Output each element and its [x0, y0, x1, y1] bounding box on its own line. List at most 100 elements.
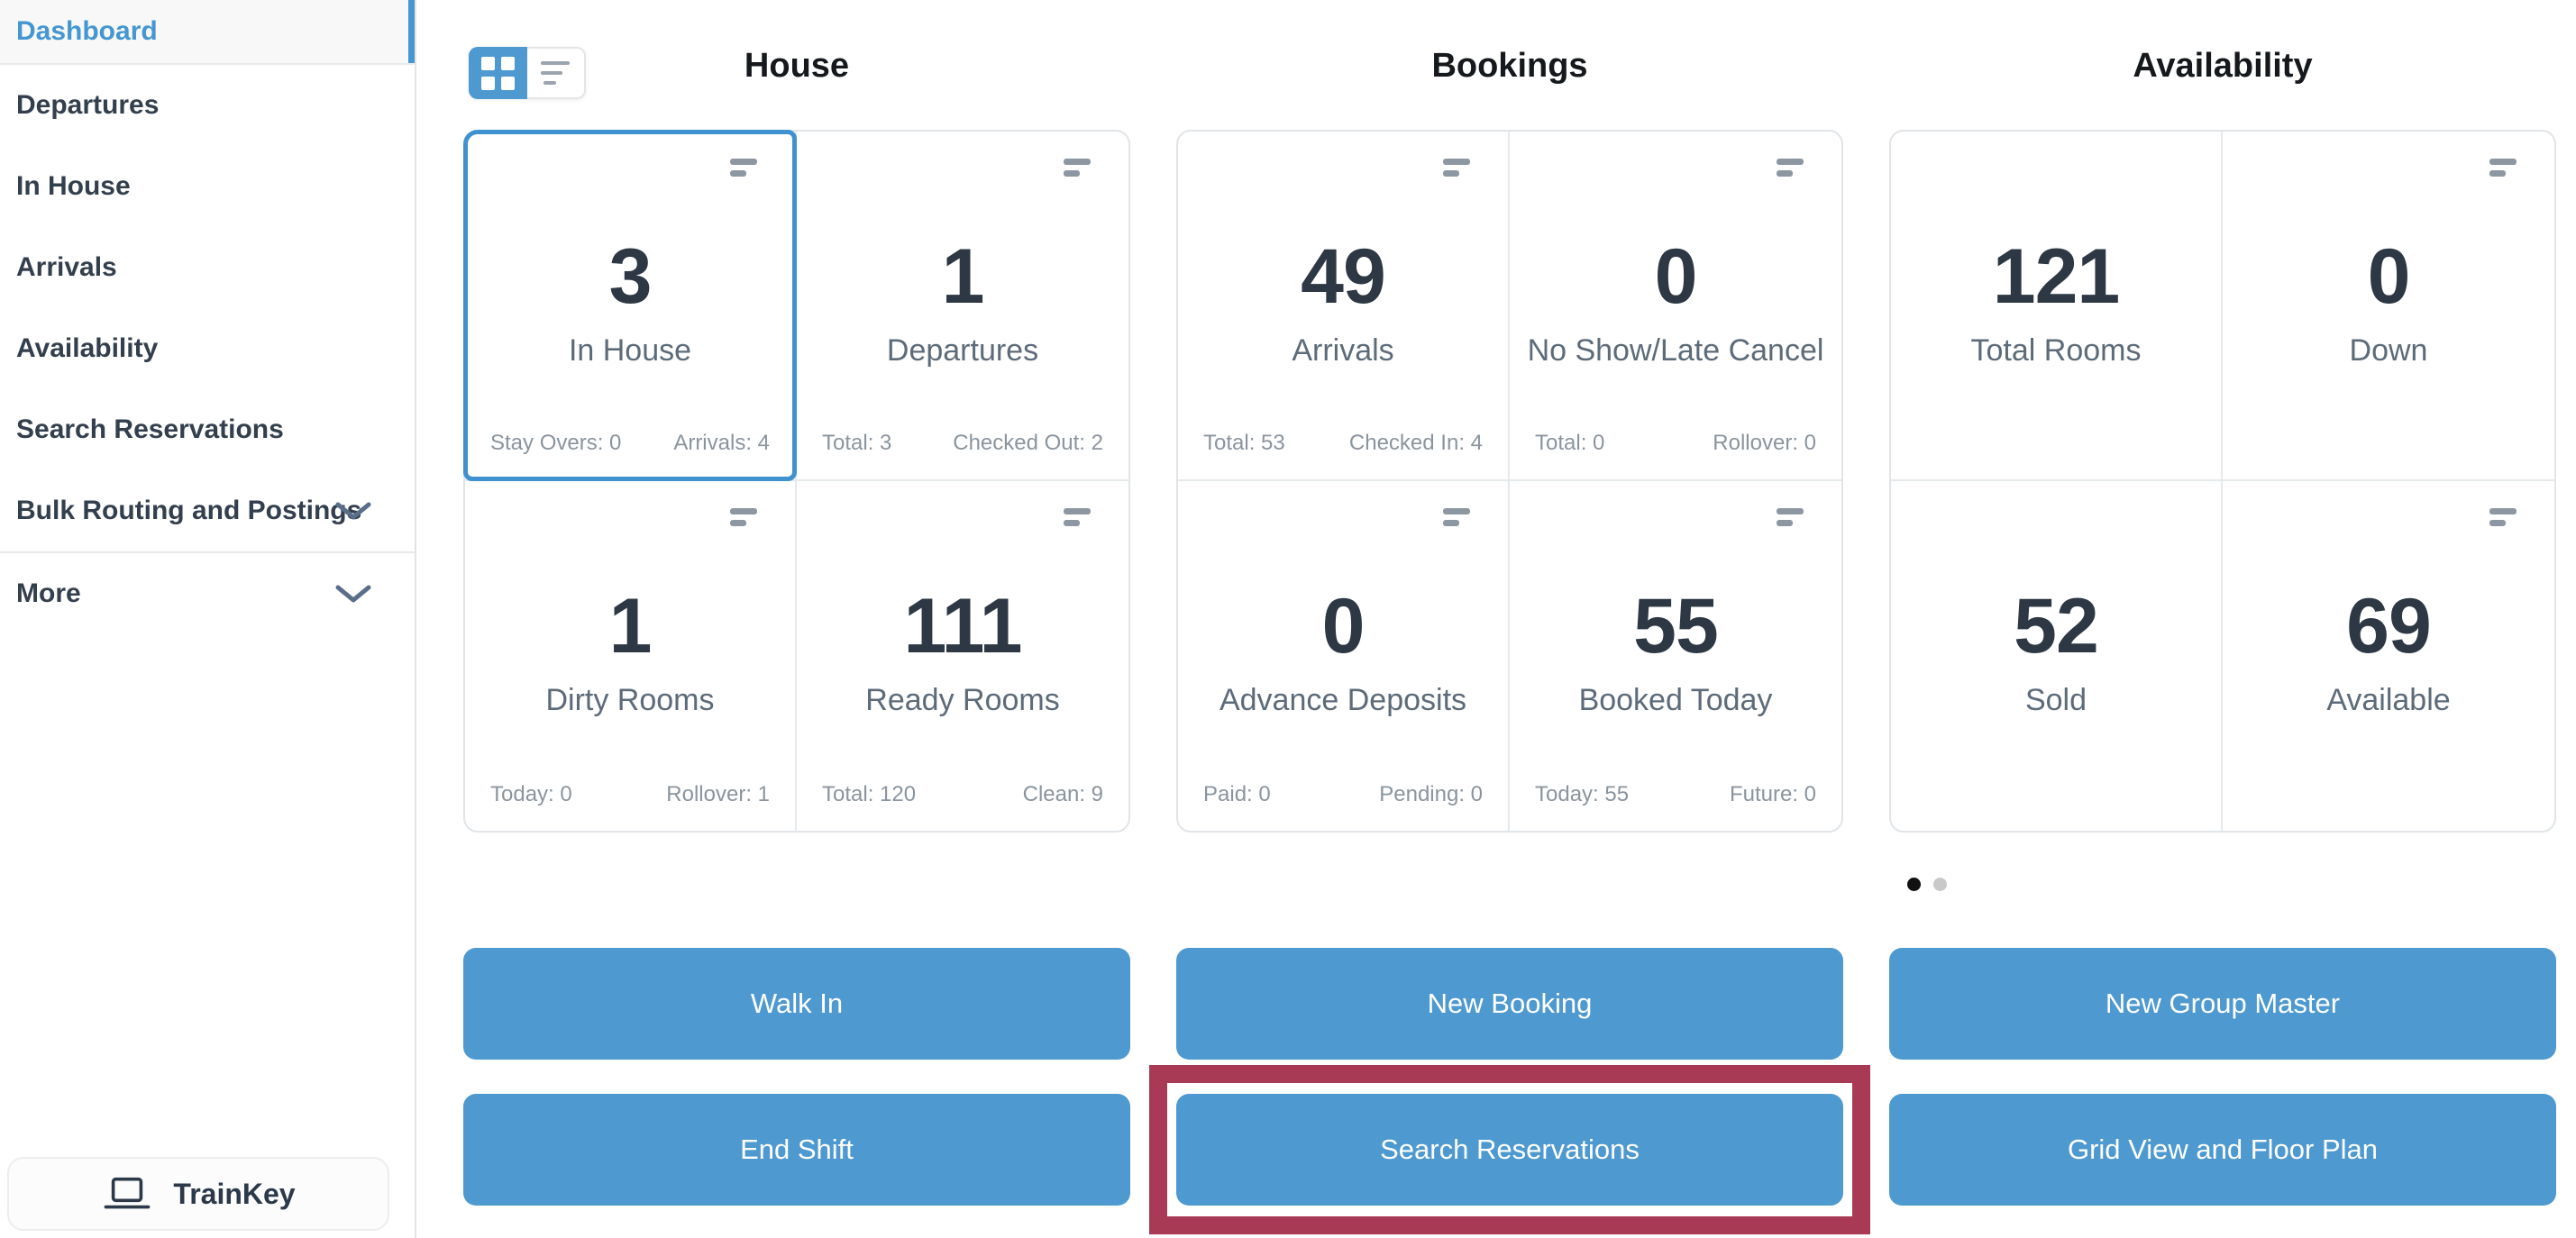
stat-label: Advance Deposits — [1219, 683, 1467, 717]
stat-sub-right: Rollover: 1 — [666, 782, 770, 806]
stat-sub-left: Today: 55 — [1535, 782, 1630, 806]
stat-substats: Paid: 0 Pending: 0 — [1203, 782, 1483, 807]
card-menu-icon[interactable] — [1777, 508, 1804, 526]
stat-card-sold[interactable]: 52 Sold — [1891, 481, 2223, 831]
stat-card-departures[interactable]: 1 Departures Total: 3 Checked Out: 2 — [797, 132, 1128, 481]
stat-sub-left: Total: 120 — [822, 782, 917, 806]
view-toggle — [469, 47, 586, 99]
stat-label: Total Rooms — [1970, 333, 2142, 368]
sidebar-item-label: Availability — [16, 333, 159, 363]
pagination-dot-1[interactable] — [1907, 878, 1921, 891]
search-reservations-button[interactable]: Search Reservations — [1176, 1094, 1843, 1206]
group-title-house: House — [744, 47, 850, 85]
stat-sub-right: Clean: 9 — [1022, 782, 1103, 806]
card-menu-icon[interactable] — [1064, 508, 1091, 526]
stat-value: 111 — [903, 583, 1023, 669]
stat-sub-right: Arrivals: 4 — [673, 431, 770, 455]
stat-sub-left: Total: 0 — [1535, 431, 1605, 455]
stat-substats: Total: 0 Rollover: 0 — [1535, 431, 1816, 456]
chevron-down-icon — [335, 502, 371, 520]
sidebar-item-more[interactable]: More — [0, 553, 415, 634]
card-menu-icon[interactable] — [2489, 508, 2517, 526]
stat-card-arrivals[interactable]: 49 Arrivals Total: 53 Checked In: 4 — [1178, 132, 1510, 481]
stat-value: 1 — [608, 583, 653, 669]
stat-label: Down — [2349, 333, 2428, 368]
walk-in-button[interactable]: Walk In — [463, 948, 1130, 1060]
sidebar-item-in-house[interactable]: In House — [0, 146, 415, 227]
sidebar-item-arrivals[interactable]: Arrivals — [0, 227, 415, 308]
column-availability: Availability 121 Total Rooms 0 Down 52 S… — [1889, 45, 2556, 833]
stat-label: No Show/Late Cancel — [1527, 333, 1824, 368]
stat-label: Arrivals — [1292, 333, 1394, 368]
sidebar-item-label: More — [16, 578, 81, 608]
carousel-pagination — [1907, 878, 1947, 891]
card-menu-icon[interactable] — [730, 508, 757, 526]
brand-label: TrainKey — [173, 1177, 296, 1210]
stat-sub-left: Paid: 0 — [1203, 782, 1271, 806]
stat-card-in-house[interactable]: 3 In House Stay Overs: 0 Arrivals: 4 — [463, 130, 797, 481]
stat-sub-right: Checked Out: 2 — [953, 431, 1103, 455]
end-shift-button[interactable]: End Shift — [463, 1094, 1130, 1206]
new-group-master-button[interactable]: New Group Master — [1889, 948, 2556, 1060]
stat-card-down[interactable]: 0 Down — [2223, 132, 2554, 481]
stat-label: Available — [2326, 683, 2451, 717]
stat-sub-right: Checked In: 4 — [1348, 431, 1483, 455]
stat-value: 55 — [1633, 583, 1719, 669]
sidebar-item-availability[interactable]: Availability — [0, 308, 415, 389]
stat-label: In House — [568, 333, 692, 368]
group-title-bookings: Bookings — [1431, 47, 1588, 85]
sidebar: Dashboard Departures In House Arrivals A… — [0, 0, 416, 1238]
group-house: 3 In House Stay Overs: 0 Arrivals: 4 1 D… — [463, 130, 1130, 833]
card-menu-icon[interactable] — [1443, 508, 1470, 526]
stat-label: Sold — [2024, 683, 2087, 717]
sidebar-item-label: Search Reservations — [16, 414, 284, 444]
stat-label: Ready Rooms — [865, 683, 1060, 717]
stat-card-no-show-late-cancel[interactable]: 0 No Show/Late Cancel Total: 0 Rollover:… — [1510, 132, 1841, 481]
group-title-availability: Availability — [2133, 47, 2313, 85]
stat-sub-left: Stay Overs: 0 — [490, 431, 622, 455]
card-menu-icon[interactable] — [2489, 159, 2517, 177]
stat-value: 0 — [1321, 583, 1366, 669]
grid-view-and-floor-plan-button[interactable]: Grid View and Floor Plan — [1889, 1094, 2556, 1206]
stat-sub-left: Total: 3 — [822, 431, 892, 455]
stat-value: 69 — [2346, 583, 2432, 669]
stat-card-total-rooms[interactable]: 121 Total Rooms — [1891, 132, 2223, 481]
stat-columns: House 3 In House Stay Overs: 0 Arrivals:… — [463, 45, 2556, 833]
sidebar-item-dashboard[interactable]: Dashboard — [0, 0, 415, 65]
new-booking-button[interactable]: New Booking — [1176, 948, 1843, 1060]
grid-view-button[interactable] — [469, 47, 527, 99]
stat-label: Booked Today — [1578, 683, 1773, 717]
list-icon — [540, 61, 571, 85]
grid-icon — [481, 56, 515, 90]
stat-sub-right: Future: 0 — [1729, 782, 1816, 806]
card-menu-icon[interactable] — [1443, 159, 1470, 177]
stat-substats: Total: 3 Checked Out: 2 — [822, 431, 1103, 456]
list-view-button[interactable] — [527, 47, 586, 99]
stat-card-booked-today[interactable]: 55 Booked Today Today: 55 Future: 0 — [1510, 481, 1841, 831]
trainkey-button[interactable]: TrainKey — [7, 1157, 389, 1231]
card-menu-icon[interactable] — [730, 159, 757, 177]
main-content: House 3 In House Stay Overs: 0 Arrivals:… — [416, 0, 2576, 1238]
stat-card-dirty-rooms[interactable]: 1 Dirty Rooms Today: 0 Rollover: 1 — [465, 481, 797, 831]
sidebar-item-departures[interactable]: Departures — [0, 65, 415, 146]
quick-actions: Walk In New Booking New Group Master End… — [463, 948, 2556, 1206]
stat-sub-right: Pending: 0 — [1379, 782, 1483, 806]
stat-card-ready-rooms[interactable]: 111 Ready Rooms Total: 120 Clean: 9 — [797, 481, 1128, 831]
stat-value: 1 — [941, 233, 985, 320]
pagination-dot-2[interactable] — [1933, 878, 1947, 891]
sidebar-item-bulk-routing-and-postings[interactable]: Bulk Routing and Postings — [0, 470, 415, 551]
stat-value: 52 — [2014, 583, 2099, 669]
stat-value: 3 — [608, 233, 653, 320]
stat-card-available[interactable]: 69 Available — [2223, 481, 2554, 831]
stat-substats: Total: 120 Clean: 9 — [822, 782, 1103, 807]
sidebar-item-label: Bulk Routing and Postings — [16, 496, 362, 525]
card-menu-icon[interactable] — [1777, 159, 1804, 177]
sidebar-item-search-reservations[interactable]: Search Reservations — [0, 389, 415, 470]
stat-card-advance-deposits[interactable]: 0 Advance Deposits Paid: 0 Pending: 0 — [1178, 481, 1510, 831]
chevron-down-icon — [335, 585, 371, 603]
group-bookings: 49 Arrivals Total: 53 Checked In: 4 0 No… — [1176, 130, 1843, 833]
card-menu-icon[interactable] — [1064, 159, 1091, 177]
stat-substats: Total: 53 Checked In: 4 — [1203, 431, 1483, 456]
stat-value: 0 — [1654, 233, 1698, 320]
